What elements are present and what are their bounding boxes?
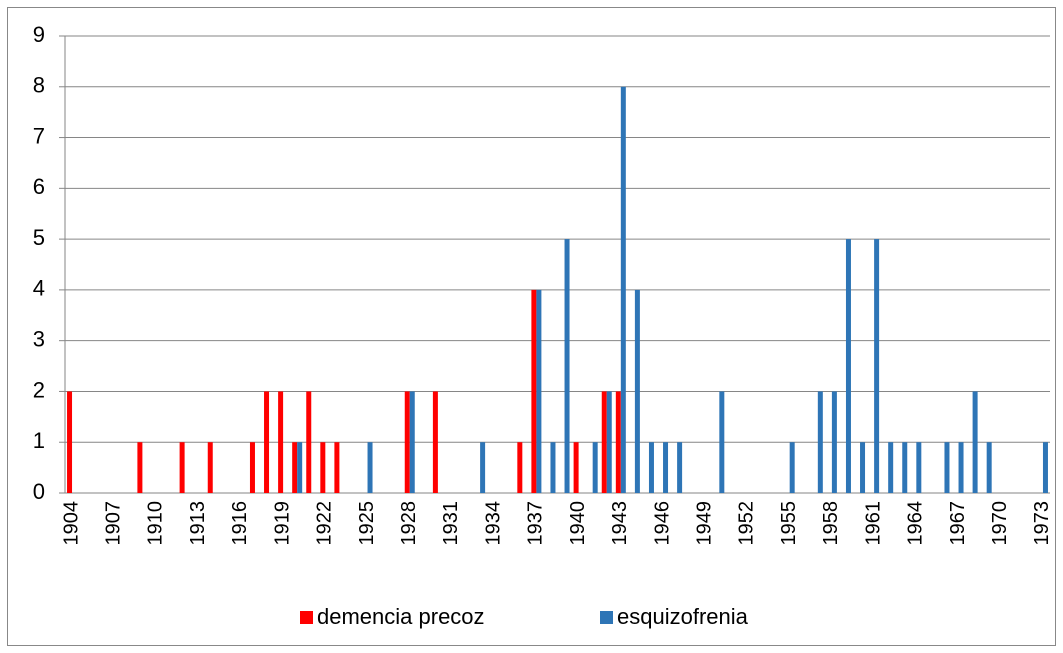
bar — [517, 442, 523, 493]
x-tick-label: 1910 — [145, 501, 167, 546]
bar — [615, 391, 621, 493]
bar — [860, 442, 866, 493]
legend-swatch — [600, 611, 613, 624]
x-tick-label: 1970 — [989, 501, 1011, 546]
x-tick-label: 1961 — [862, 501, 884, 546]
bar — [550, 442, 556, 493]
x-tick-label: 1928 — [398, 501, 420, 546]
bar — [677, 442, 683, 493]
x-tick-label: 1907 — [103, 501, 125, 546]
bar — [573, 442, 579, 493]
x-tick-label: 1943 — [609, 501, 631, 546]
bar — [902, 442, 908, 493]
bar — [292, 442, 298, 493]
x-tick-label: 1925 — [356, 501, 378, 546]
bar — [564, 239, 570, 493]
x-tick-label: 1904 — [60, 501, 82, 546]
bar — [972, 391, 978, 493]
bar — [620, 86, 626, 494]
bar — [67, 391, 73, 493]
y-tick-label: 1 — [33, 428, 45, 453]
bar — [874, 239, 880, 493]
y-tick-label: 0 — [33, 479, 45, 504]
y-tick-label: 4 — [33, 276, 45, 301]
bar — [601, 391, 607, 493]
bar — [648, 442, 654, 493]
bar — [480, 442, 486, 493]
bar — [306, 391, 312, 493]
x-tick-label: 1946 — [651, 501, 673, 546]
bar — [432, 391, 438, 493]
x-tick-label: 1934 — [482, 501, 504, 546]
x-tick-label: 1967 — [947, 501, 969, 546]
bar — [634, 289, 640, 493]
bar — [409, 391, 415, 493]
bar — [320, 442, 326, 493]
y-tick-label: 3 — [33, 326, 45, 351]
x-tick-label: 1937 — [525, 501, 547, 546]
bar — [916, 442, 922, 493]
bar — [137, 442, 143, 493]
x-tick-label: 1916 — [229, 501, 251, 546]
legend-swatch — [300, 611, 313, 624]
bar — [663, 442, 669, 493]
y-tick-label: 6 — [33, 174, 45, 199]
bar — [958, 442, 964, 493]
x-tick-label: 1964 — [905, 501, 927, 546]
y-tick-label: 7 — [33, 123, 45, 148]
legend-label: esquizofrenia — [617, 604, 749, 629]
x-tick-label: 1919 — [271, 501, 293, 546]
bar — [888, 442, 894, 493]
x-tick-label: 1949 — [694, 501, 716, 546]
bar — [817, 391, 823, 493]
x-tick-label: 1940 — [567, 501, 589, 546]
bar — [1042, 442, 1048, 493]
x-tick-label: 1973 — [1031, 501, 1053, 546]
bar — [831, 391, 837, 493]
bar — [249, 442, 255, 493]
bar — [207, 442, 213, 493]
bar — [592, 442, 598, 493]
x-tick-label: 1922 — [314, 501, 336, 546]
x-tick-label: 1955 — [778, 501, 800, 546]
bar — [606, 391, 612, 493]
bar — [845, 239, 851, 493]
bar — [367, 442, 373, 493]
bar — [404, 391, 410, 493]
y-tick-label: 8 — [33, 73, 45, 98]
x-tick-label: 1958 — [820, 501, 842, 546]
bar — [719, 391, 725, 493]
y-tick-label: 9 — [33, 22, 45, 47]
x-tick-label: 1952 — [736, 501, 758, 546]
y-tick-label: 5 — [33, 225, 45, 250]
bar — [986, 442, 992, 493]
bar — [264, 391, 270, 493]
x-tick-label: 1931 — [440, 501, 462, 546]
bar — [179, 442, 185, 493]
bar — [944, 442, 950, 493]
y-tick-label: 2 — [33, 377, 45, 402]
bar — [297, 442, 303, 493]
bar — [334, 442, 340, 493]
bar — [536, 289, 542, 493]
x-tick-label: 1913 — [187, 501, 209, 546]
bar — [531, 289, 537, 493]
legend-label: demencia precoz — [317, 604, 485, 629]
bar — [278, 391, 284, 493]
bar — [789, 442, 795, 493]
